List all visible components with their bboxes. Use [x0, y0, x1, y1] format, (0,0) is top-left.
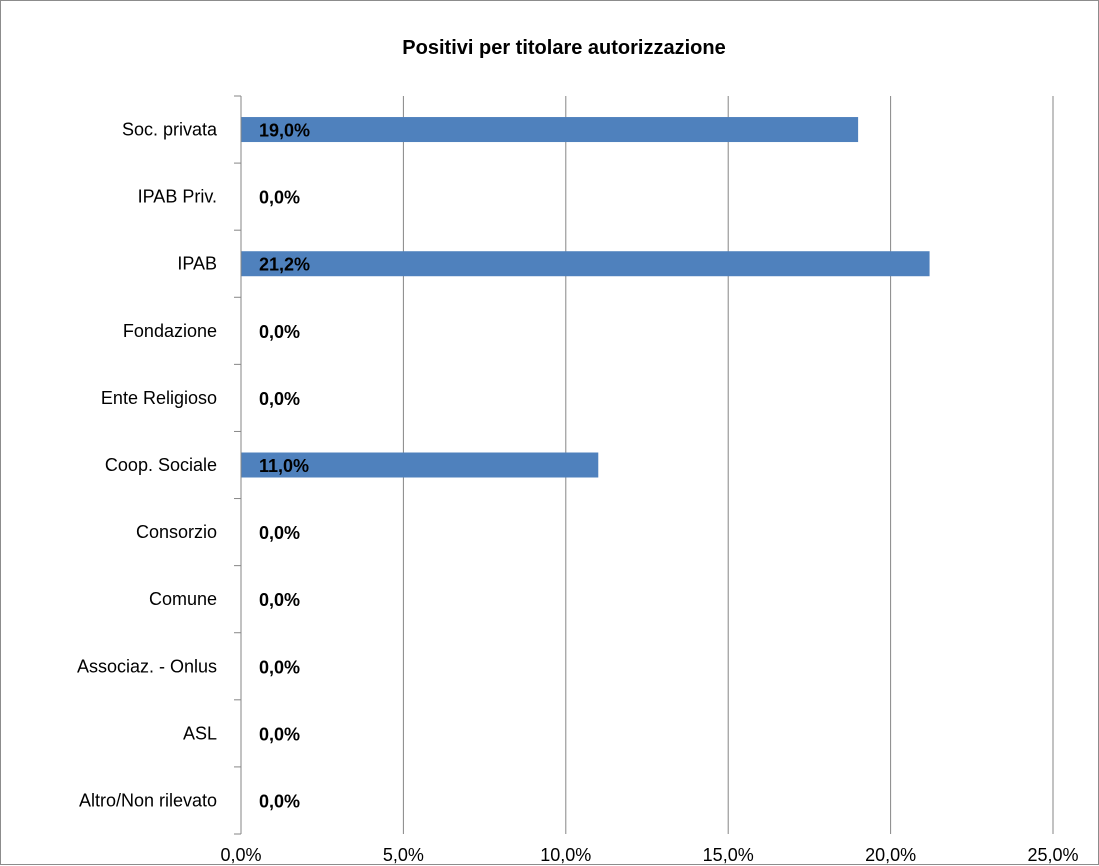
- category-label: Comune: [149, 589, 217, 609]
- category-label: Fondazione: [123, 321, 217, 341]
- labels: 0,0% 5,0% 10,0% 15,0% 20,0% 25,0% Soc. privata…: [77, 120, 1079, 865]
- data-label: 0,0%: [259, 590, 300, 610]
- bars: [241, 117, 930, 478]
- bar: [241, 117, 859, 143]
- bar: [241, 251, 930, 277]
- data-label: 0,0%: [259, 657, 300, 677]
- x-tick-label: 0,0%: [220, 845, 261, 865]
- x-tick-label: 5,0%: [383, 845, 424, 865]
- x-tick-label: 15,0%: [703, 845, 754, 865]
- chart-title: Positivi per titolare autorizzazione: [402, 37, 725, 59]
- category-label: Altro/Non rilevato: [79, 790, 217, 810]
- data-label: 0,0%: [259, 724, 300, 744]
- data-label: 0,0%: [259, 523, 300, 543]
- category-label: Coop. Sociale: [105, 455, 217, 475]
- data-label: 21,2%: [259, 255, 310, 275]
- bar: [241, 452, 599, 478]
- category-label: Ente Religioso: [101, 388, 217, 408]
- data-label: 11,0%: [259, 456, 309, 476]
- category-label: ASL: [183, 723, 217, 743]
- data-label: 19,0%: [259, 121, 310, 141]
- data-label: 0,0%: [259, 188, 300, 208]
- x-tick-label: 20,0%: [865, 845, 916, 865]
- gridlines: [402, 96, 1054, 834]
- data-label: 0,0%: [259, 322, 300, 342]
- data-label: 0,0%: [259, 389, 300, 409]
- x-tick-label: 25,0%: [1027, 845, 1078, 865]
- data-label: 0,0%: [259, 791, 300, 811]
- axes: [234, 95, 242, 835]
- category-label: Consorzio: [136, 522, 217, 542]
- category-label: IPAB Priv.: [138, 187, 217, 207]
- category-label: Soc. privata: [122, 120, 218, 140]
- x-tick-label: 10,0%: [540, 845, 591, 865]
- category-label: Associaz. - Onlus: [77, 656, 217, 676]
- category-label: IPAB: [177, 254, 217, 274]
